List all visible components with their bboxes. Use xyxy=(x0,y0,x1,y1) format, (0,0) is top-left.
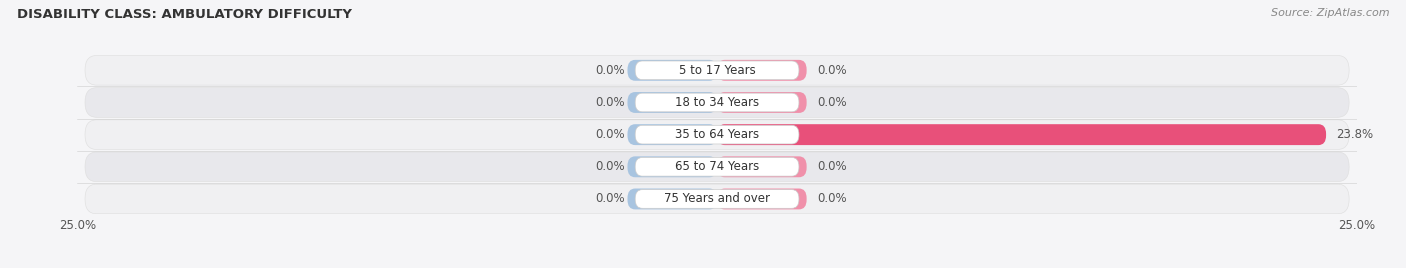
Text: 23.8%: 23.8% xyxy=(1336,128,1374,141)
Text: 35 to 64 Years: 35 to 64 Years xyxy=(675,128,759,141)
FancyBboxPatch shape xyxy=(717,188,807,209)
Text: 0.0%: 0.0% xyxy=(817,160,846,173)
Text: DISABILITY CLASS: AMBULATORY DIFFICULTY: DISABILITY CLASS: AMBULATORY DIFFICULTY xyxy=(17,8,352,21)
Text: Source: ZipAtlas.com: Source: ZipAtlas.com xyxy=(1271,8,1389,18)
FancyBboxPatch shape xyxy=(627,124,717,145)
Text: 0.0%: 0.0% xyxy=(595,128,624,141)
Text: 0.0%: 0.0% xyxy=(817,96,846,109)
FancyBboxPatch shape xyxy=(717,124,1326,145)
FancyBboxPatch shape xyxy=(84,120,1350,150)
Text: 0.0%: 0.0% xyxy=(817,64,846,77)
FancyBboxPatch shape xyxy=(84,152,1350,182)
FancyBboxPatch shape xyxy=(636,93,799,112)
FancyBboxPatch shape xyxy=(84,88,1350,117)
FancyBboxPatch shape xyxy=(636,125,799,144)
Text: 65 to 74 Years: 65 to 74 Years xyxy=(675,160,759,173)
FancyBboxPatch shape xyxy=(717,60,807,81)
Text: 75 Years and over: 75 Years and over xyxy=(664,192,770,206)
FancyBboxPatch shape xyxy=(627,92,717,113)
FancyBboxPatch shape xyxy=(627,60,717,81)
Text: 0.0%: 0.0% xyxy=(595,192,624,206)
FancyBboxPatch shape xyxy=(636,190,799,208)
FancyBboxPatch shape xyxy=(717,92,807,113)
FancyBboxPatch shape xyxy=(717,156,807,177)
FancyBboxPatch shape xyxy=(84,184,1350,214)
FancyBboxPatch shape xyxy=(636,61,799,80)
FancyBboxPatch shape xyxy=(84,55,1350,85)
FancyBboxPatch shape xyxy=(636,158,799,176)
Text: 0.0%: 0.0% xyxy=(595,160,624,173)
Text: 0.0%: 0.0% xyxy=(817,192,846,206)
FancyBboxPatch shape xyxy=(627,156,717,177)
FancyBboxPatch shape xyxy=(627,188,717,209)
Text: 18 to 34 Years: 18 to 34 Years xyxy=(675,96,759,109)
Text: 5 to 17 Years: 5 to 17 Years xyxy=(679,64,755,77)
Text: 0.0%: 0.0% xyxy=(595,64,624,77)
Text: 0.0%: 0.0% xyxy=(595,96,624,109)
